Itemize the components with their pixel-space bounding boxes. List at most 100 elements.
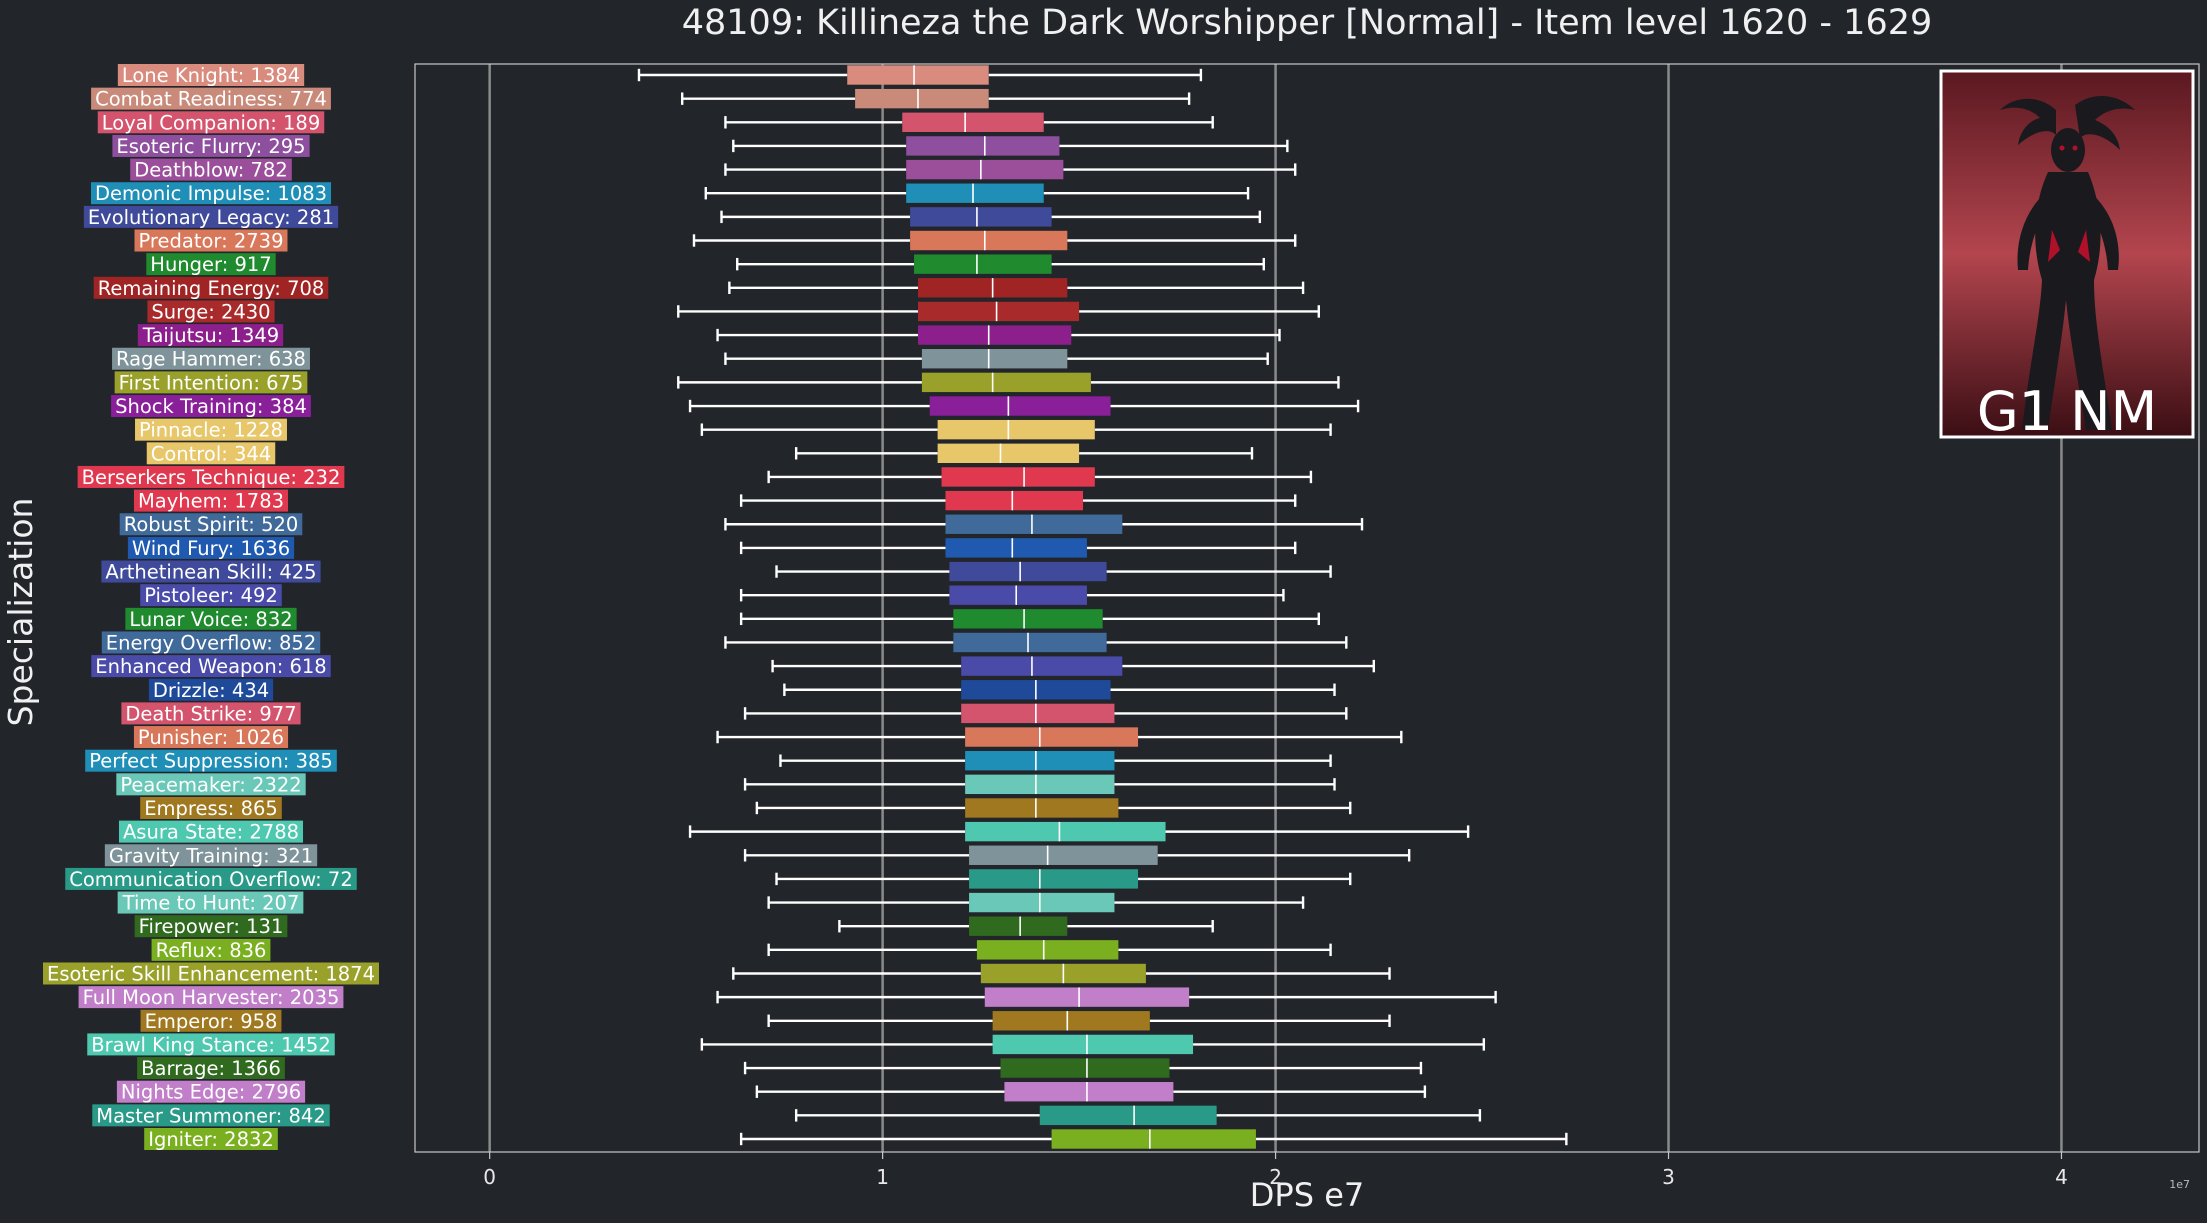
box-iqr <box>984 987 1190 1007</box>
x-axis-scale-note: 1e7 <box>2169 1178 2190 1191</box>
box-item <box>775 869 1352 889</box>
category-label: Esoteric Flurry: 295 <box>112 134 310 158</box>
category-label: Energy Overflow: 852 <box>101 631 321 654</box>
box-iqr <box>945 538 1087 558</box>
category-label-background <box>133 489 289 512</box>
box-item <box>736 254 1265 274</box>
inset-label: G1 NM <box>1977 380 2157 443</box>
category-label: Wind Fury: 1636 <box>127 536 295 560</box>
grid-lines <box>488 64 2063 1152</box>
box-iqr <box>969 892 1115 913</box>
box-iqr <box>953 609 1103 629</box>
box-item <box>724 159 1297 180</box>
category-label-background <box>133 726 289 749</box>
category-label-background <box>43 962 379 985</box>
box-iqr <box>969 845 1158 865</box>
x-tick-label: 2 <box>1269 1165 1282 1189</box>
category-label-background <box>101 631 321 654</box>
box-iqr <box>941 467 1095 487</box>
category-label-background <box>117 891 304 914</box>
box-item <box>677 301 1320 322</box>
box-item <box>767 467 1313 487</box>
box-iqr <box>914 254 1052 274</box>
boss-figure-accents <box>2048 145 2090 262</box>
box-item <box>743 1058 1423 1078</box>
category-label-text: Control: 344 <box>151 442 271 465</box>
box-iqr <box>937 419 1095 440</box>
category-label-text: Nights Edge: 2796 <box>121 1081 301 1104</box>
category-label: Emperor: 958 <box>140 1009 282 1033</box>
category-label-background <box>119 513 303 536</box>
category-label-background <box>147 300 275 323</box>
category-label: Gravity Training: 321 <box>104 844 318 867</box>
box-item <box>692 230 1297 251</box>
category-label-background <box>114 371 308 394</box>
category-label: Enhanced Weapon: 618 <box>91 655 331 678</box>
box-item <box>700 1034 1486 1055</box>
box-item <box>739 490 1297 511</box>
category-label-background <box>78 986 344 1009</box>
category-label-background <box>140 584 282 607</box>
category-label: Arthetinean Skill: 425 <box>101 560 321 584</box>
category-label: Control: 344 <box>146 442 276 465</box>
box-item <box>767 940 1332 960</box>
category-label: Pinnacle: 1228 <box>135 418 287 442</box>
x-tick-labels: 0 1 2 3 4 <box>483 1152 2068 1189</box>
box-item <box>783 680 1336 700</box>
category-label: Barrage: 1366 <box>137 1057 285 1080</box>
category-label: Peacemaker: 2322 <box>116 773 306 796</box>
category-label: Lone Knight: 1384 <box>117 64 305 87</box>
category-label-text: Remaining Energy: 708 <box>98 277 325 300</box>
category-label-background <box>140 796 282 819</box>
box-iqr <box>969 916 1068 936</box>
box-iqr <box>917 301 1080 322</box>
category-label-background <box>148 678 274 701</box>
box-iqr <box>917 325 1072 345</box>
box-iqr <box>937 443 1080 464</box>
box-item <box>637 65 1203 85</box>
box-iqr <box>1039 1105 1217 1126</box>
box-iqr <box>847 65 989 85</box>
plot-frame <box>414 63 2200 1153</box>
category-label-text: Lone Knight: 1384 <box>122 64 300 87</box>
box-item <box>688 396 1360 416</box>
box-item <box>716 987 1497 1007</box>
category-label: Lunar Voice: 832 <box>125 607 297 631</box>
category-label-text: Drizzle: 434 <box>153 679 269 702</box>
category-label-text: Esoteric Flurry: 295 <box>116 135 305 158</box>
category-label-background <box>83 205 339 228</box>
category-label-background <box>146 253 276 276</box>
box-iqr <box>1004 1082 1174 1102</box>
box-iqr <box>961 656 1123 676</box>
category-label-background <box>144 1128 278 1150</box>
category-label-text: Esoteric Skill Enhancement: 1874 <box>47 962 375 985</box>
category-label: Esoteric Skill Enhancement: 1874 <box>43 962 379 985</box>
category-label-text: Hunger: 917 <box>150 253 271 276</box>
category-label-text: Enhanced Weapon: 618 <box>95 655 326 678</box>
box-item <box>739 1129 1568 1149</box>
category-label: Time to Hunt: 207 <box>117 891 304 915</box>
category-label: Shock Training: 384 <box>111 395 311 418</box>
box-iqr <box>992 1034 1194 1055</box>
category-label-text: Loyal Companion: 189 <box>102 111 320 134</box>
category-label-text: Emperor: 958 <box>145 1010 278 1033</box>
category-label: Rage Hammer: 638 <box>112 347 310 371</box>
category-label-text: Peacemaker: 2322 <box>120 773 301 796</box>
category-label: Nights Edge: 2796 <box>116 1080 306 1104</box>
box-item <box>838 916 1214 936</box>
category-label: Evolutionary Legacy: 281 <box>83 205 339 229</box>
box-item <box>716 325 1281 345</box>
category-label-background <box>101 560 321 583</box>
x-tick-label: 3 <box>1662 1165 1675 1189</box>
x-tick-label: 4 <box>2055 1165 2068 1189</box>
category-label-text: Igniter: 2832 <box>148 1128 274 1151</box>
category-label-text: Punisher: 1026 <box>138 726 284 749</box>
category-label-text: Perfect Suppression: 385 <box>89 750 333 773</box>
category-label-text: First Intention: 675 <box>119 371 304 394</box>
category-label: Taijutsu: 1349 <box>137 324 284 347</box>
category-label-text: Rage Hammer: 638 <box>116 348 306 371</box>
box-iqr <box>945 514 1123 534</box>
category-label: Drizzle: 434 <box>148 678 274 702</box>
box-iqr <box>910 230 1068 251</box>
box-item <box>677 372 1340 393</box>
